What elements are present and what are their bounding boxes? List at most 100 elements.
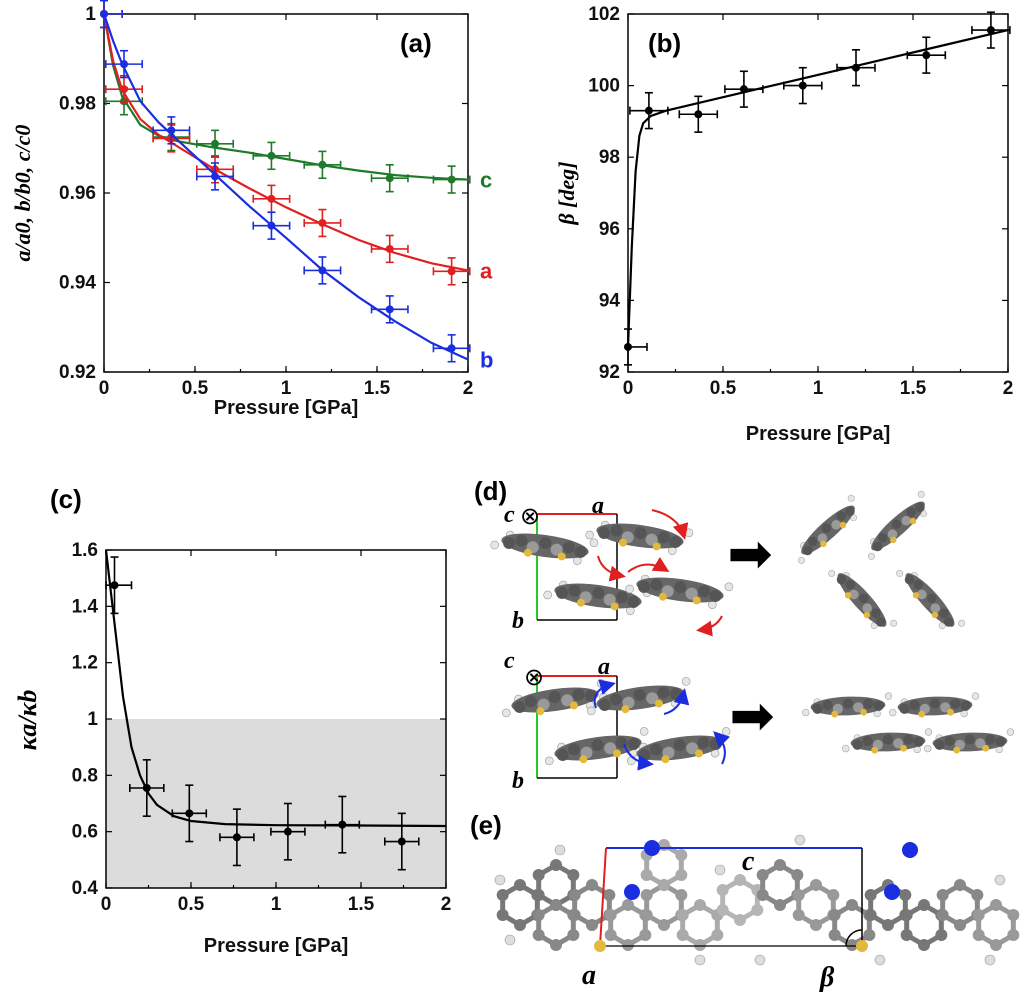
carbon-atom	[971, 889, 984, 901]
atom-marker	[644, 840, 660, 856]
data-point-c	[385, 174, 394, 183]
carbon-atom	[827, 889, 840, 901]
chart-c-ylabel: κa/κb	[13, 690, 42, 751]
sulfur-atom	[856, 940, 868, 952]
series-beta-fit	[626, 29, 1009, 347]
carbon-atom	[568, 889, 581, 901]
carbon-atom	[694, 939, 706, 951]
rotation-arrow-blue	[663, 688, 690, 715]
axis-a-label: a	[582, 960, 596, 991]
data-point-a	[318, 218, 327, 227]
molecule-chain	[494, 834, 1020, 966]
carbon-atom	[1007, 929, 1020, 941]
series-label-c: c	[480, 168, 492, 193]
carbon-atom	[604, 909, 617, 921]
diagram-d-row-1: ⊗ c a b ➡	[489, 489, 967, 639]
data-point-b	[100, 10, 108, 18]
carbon-atom	[810, 919, 822, 931]
carbon-atom	[774, 899, 786, 911]
beta-angle-arc	[845, 929, 863, 947]
y-tick-label: 0.94	[59, 273, 96, 294]
data-point-beta	[852, 63, 860, 72]
y-tick-label: 1.2	[72, 653, 98, 674]
carbon-atom	[900, 909, 913, 921]
diagram-d-row-2: ⊗ c a b ➡	[499, 648, 1016, 794]
series-label-a: a	[480, 258, 493, 283]
chart-b: 0 0.5 1 1.5 2 92 94 96 98 100 102 (b) Pressure [GP…	[554, 4, 1013, 445]
axis-a-label: a	[592, 493, 604, 519]
carbon-atom	[711, 929, 724, 941]
hydrogen-atom	[984, 954, 996, 966]
axis-a-label: a	[598, 654, 610, 680]
data-point-a	[267, 194, 276, 203]
carbon-atom	[658, 879, 670, 891]
data-point-c	[318, 160, 327, 169]
chart-c: 0 0.5 1 1.5 2 0.4 0.6 0.8 1 1.2 1.4 1.6 (c) Pressur…	[13, 484, 451, 957]
carbon-atom	[734, 914, 746, 926]
data-point-b	[447, 344, 456, 353]
axis-c-label: c	[504, 502, 515, 528]
x-tick-label: 1.5	[364, 378, 391, 399]
y-tick-label: 0.8	[72, 765, 98, 786]
carbon-atom	[532, 909, 545, 921]
y-tick-label: 94	[599, 290, 621, 311]
carbon-atom	[734, 874, 746, 886]
axis-b-label: b	[512, 768, 524, 794]
chart-a-title: (a)	[400, 28, 432, 58]
hydrogen-atom	[754, 954, 766, 966]
carbon-atom	[936, 909, 949, 921]
transform-arrow: ➡	[729, 686, 774, 746]
carbon-atom	[774, 859, 786, 871]
carbon-atom	[990, 939, 1002, 951]
molecule	[542, 574, 652, 618]
axis-b-label: b	[512, 608, 524, 634]
chart-c-title: (c)	[50, 484, 82, 514]
carbon-atom	[846, 899, 858, 911]
x-tick-label: 0.5	[182, 378, 209, 399]
series-ratio-fit	[104, 549, 447, 828]
diagram-e: (e) c a β	[470, 810, 1020, 993]
axis-c-label: c	[742, 846, 755, 877]
data-point-b	[211, 172, 220, 181]
data-point-ratio	[283, 827, 292, 836]
carbon-atom	[756, 889, 769, 901]
carbon-atom	[550, 859, 562, 871]
y-tick-label: 98	[599, 147, 620, 168]
y-tick-label: 0.4	[72, 878, 99, 899]
carbon-atom	[864, 889, 877, 901]
carbon-atom	[716, 904, 729, 916]
molecule	[888, 692, 981, 720]
rotation-arrow-red	[696, 615, 723, 637]
carbon-atom	[640, 869, 653, 881]
hydrogen-atom	[714, 864, 726, 876]
carbon-atom	[863, 929, 876, 941]
x-tick-label: 1.5	[348, 894, 375, 915]
data-point-ratio	[185, 809, 194, 818]
carbon-atom	[532, 889, 545, 901]
x-tick-label: 2	[463, 378, 474, 399]
carbon-atom	[496, 909, 509, 921]
hydrogen-atom	[554, 844, 566, 856]
hydrogen-atom	[494, 874, 506, 886]
atom-marker	[902, 842, 918, 858]
unit-cell-a-axis	[599, 847, 607, 947]
carbon-atom	[756, 869, 769, 881]
carbon-atom	[675, 869, 688, 881]
carbon-atom	[918, 899, 930, 911]
molecule	[624, 568, 734, 612]
carbon-atom	[990, 899, 1002, 911]
carbon-atom	[567, 929, 580, 941]
chart-c-shaded-region	[106, 719, 446, 888]
carbon-atom	[918, 939, 930, 951]
molecule	[542, 726, 652, 770]
series-label-b: b	[480, 347, 493, 372]
rotation-arrow-red	[627, 556, 670, 573]
carbon-atom	[694, 899, 706, 911]
data-point-ratio	[232, 833, 241, 842]
x-tick-label: 0.5	[178, 894, 205, 915]
carbon-atom	[899, 889, 912, 901]
atom-marker	[624, 884, 640, 900]
carbon-atom	[716, 884, 729, 896]
y-tick-label: 0.98	[59, 94, 96, 115]
carbon-atom	[496, 889, 509, 901]
